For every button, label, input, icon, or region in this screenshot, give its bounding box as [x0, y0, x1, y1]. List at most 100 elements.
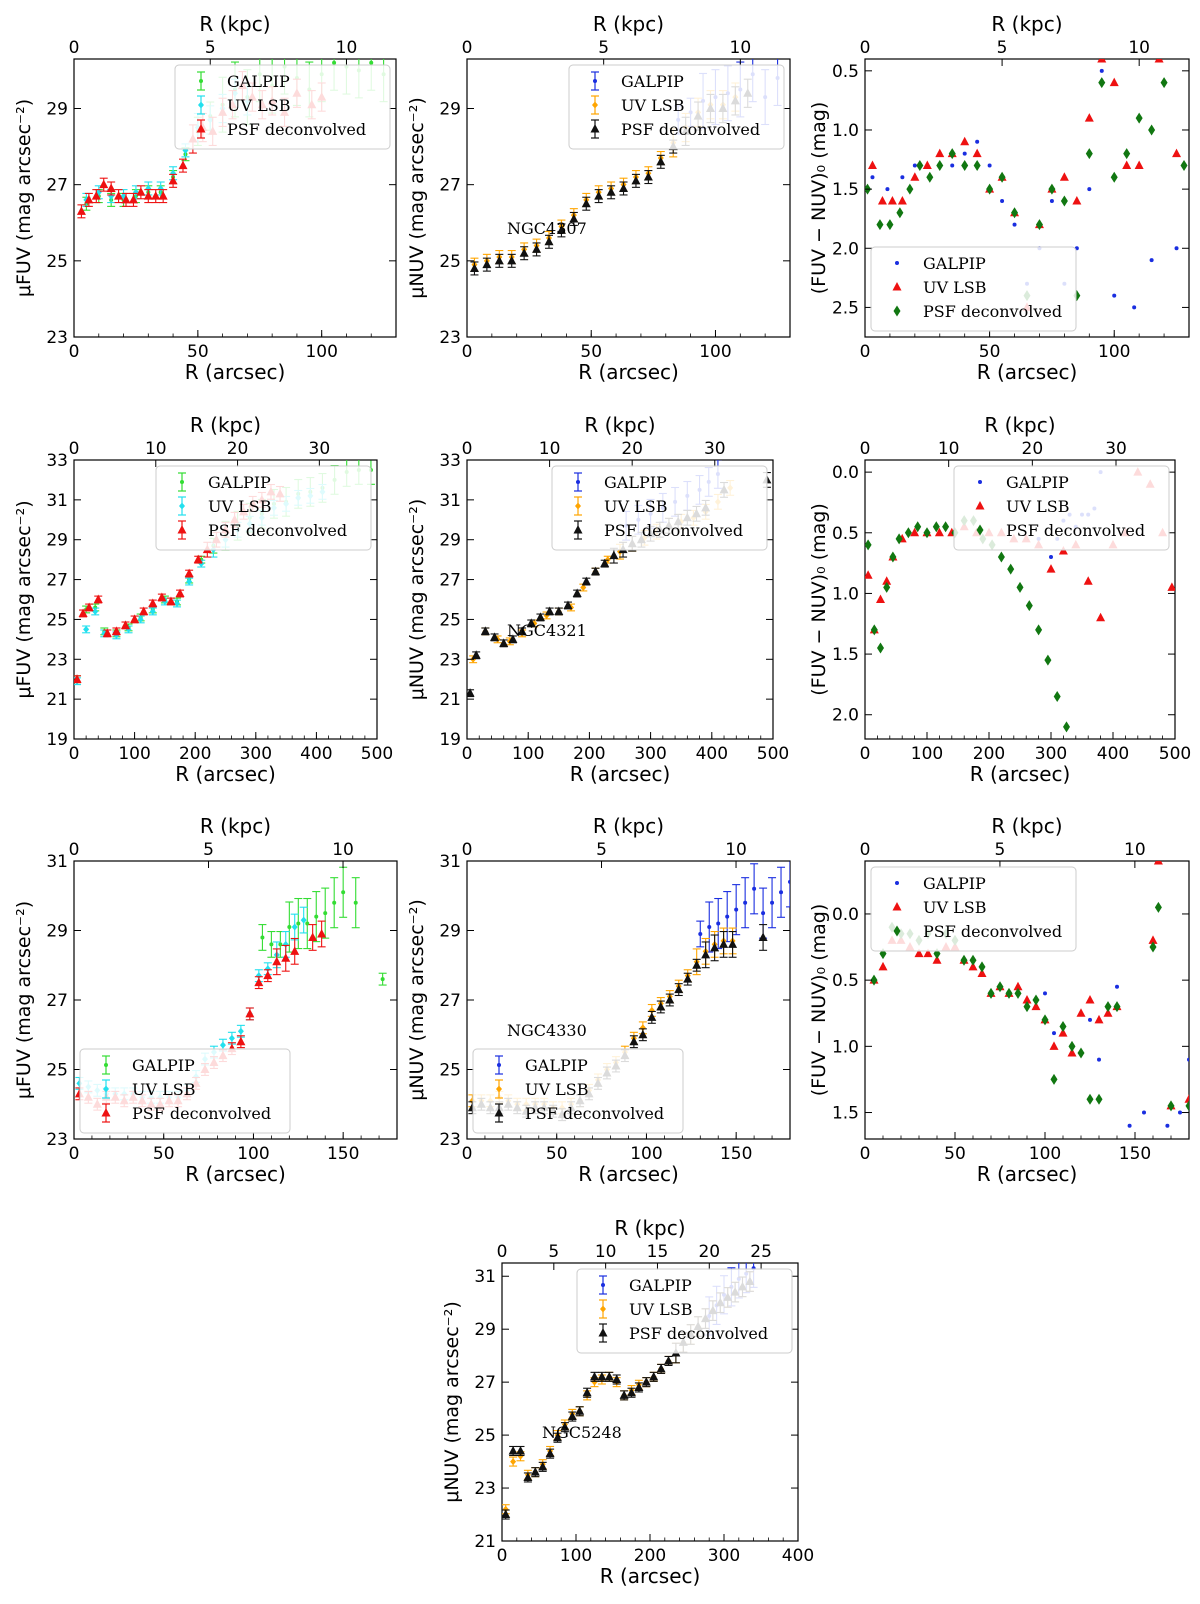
data-point-uvlsb_nuv — [591, 1378, 598, 1386]
data-point-color_uvlsb — [1154, 59, 1164, 63]
kpc-tick-label: 5 — [995, 840, 1006, 860]
panel-n4307_col: 0 50 100 0 5 10 0.5 1.0 1.5 2.0 2.5 R (arcsec) R (kp… — [808, 12, 1190, 384]
data-point-galpip_nuv — [770, 900, 775, 905]
kpc-tick-label: 0 — [860, 439, 871, 459]
data-point-psf_nuv — [480, 626, 490, 635]
data-point-color_galpip — [950, 163, 955, 168]
data-point-psf_fuv — [84, 194, 94, 204]
data-point-color_galpip — [1097, 1057, 1101, 1062]
data-point-color_uvlsb — [1046, 564, 1056, 573]
data-point-psf_nuv — [728, 939, 738, 948]
legend-marker-color_galpip — [895, 881, 899, 885]
x-tick-label: 150 — [1119, 1144, 1151, 1164]
data-point-color_psf — [926, 171, 934, 183]
y-tick-label: 29 — [474, 1320, 496, 1340]
y-tick-label: 29 — [46, 100, 68, 120]
panel-n4330_fuv: 0 50 100 150 0 5 10 23 25 27 29 31 R (arcsec) R (kpc)… — [13, 814, 398, 1186]
x-axis-label: R (arcsec) — [175, 762, 276, 786]
x-tick-label: 500 — [1159, 744, 1191, 764]
data-point-uvlsb_nuv — [517, 1452, 524, 1460]
data-point-color_galpip — [1000, 198, 1005, 203]
y-tick-label: 27 — [439, 991, 461, 1011]
data-point-color_uvlsb — [1096, 612, 1106, 622]
legend-marker-uvlsb_fuv — [103, 1085, 109, 1093]
data-point-color_psf — [1007, 563, 1015, 575]
legend-marker-uvlsb_nuv — [575, 502, 581, 510]
legend-marker-color_psf — [976, 524, 984, 536]
legend-label: PSF deconvolved — [629, 1324, 768, 1343]
data-point-color_psf — [1135, 112, 1143, 124]
data-point-galpip_nuv — [707, 925, 712, 930]
y-axis-label: μFUV (mag arcsec⁻²) — [13, 99, 35, 297]
data-point-psf_nuv — [581, 576, 591, 586]
x-tick-label: 0 — [69, 342, 80, 362]
kpc-tick-label: 0 — [462, 38, 473, 58]
data-point-color_psf — [960, 954, 968, 966]
data-point-psf_fuv — [158, 191, 168, 200]
y-tick-label: 31 — [46, 852, 68, 872]
data-point-color_psf — [998, 171, 1006, 183]
data-point-psf_fuv — [93, 594, 103, 603]
legend-label: PSF deconvolved — [604, 521, 743, 540]
data-point-color_uvlsb — [1172, 148, 1182, 158]
data-point-color_psf — [1032, 994, 1040, 1006]
data-point-color_psf — [1060, 195, 1068, 207]
kpc-tick-label: 5 — [548, 1242, 559, 1262]
y-tick-label: 23 — [439, 650, 461, 670]
legend-label: PSF deconvolved — [208, 521, 347, 540]
data-point-uvlsb_fuv — [264, 965, 271, 973]
data-point-psf_fuv — [263, 970, 273, 980]
data-point-color_uvlsb — [1122, 160, 1132, 169]
data-point-galpip_fuv — [332, 60, 337, 65]
legend-label: PSF deconvolved — [923, 922, 1062, 941]
data-point-galpip_fuv — [269, 942, 274, 947]
data-point-color_uvlsb — [882, 576, 892, 585]
legend-label: GALPIP — [923, 874, 986, 893]
y-tick-label: 1.5 — [832, 180, 859, 200]
panel-n4307_fuv: 0 50 100 0 5 10 23 25 27 29 R (arcsec) R (kpc) μFUV … — [13, 12, 397, 384]
data-point-psf_nuv — [471, 650, 481, 659]
y-tick-label: 31 — [439, 852, 461, 872]
data-point-psf_fuv — [121, 620, 131, 629]
data-point-color_psf — [1098, 77, 1106, 89]
data-point-color_uvlsb — [977, 968, 987, 978]
data-point-color_psf — [865, 539, 872, 551]
data-point-uvlsb_fuv — [83, 625, 90, 633]
data-point-psf_fuv — [76, 206, 86, 215]
data-point-color_uvlsb — [1059, 172, 1069, 181]
data-point-color_galpip — [1165, 1123, 1170, 1128]
kpc-tick-label: 5 — [997, 38, 1008, 58]
data-point-uvlsb_nuv — [580, 584, 587, 592]
data-point-psf_nuv — [554, 606, 564, 615]
y-tick-label: 29 — [439, 922, 461, 942]
legend-marker-galpip_nuv — [497, 1063, 501, 1067]
plot-frame — [73, 58, 397, 338]
kpc-tick-label: 0 — [69, 38, 80, 58]
data-point-color_uvlsb — [876, 594, 885, 603]
legend-marker-psf_nuv — [598, 1328, 608, 1337]
data-point-psf_fuv — [114, 191, 124, 200]
data-point-color_uvlsb — [867, 160, 877, 169]
panel-n4307_nuv: 0 50 100 0 5 10 23 25 27 29 R (arcsec) R (kpc) μNUV … — [406, 12, 791, 384]
data-point-color_galpip — [962, 151, 967, 156]
data-point-psf_fuv — [148, 598, 158, 607]
legend-marker-uvlsb_nuv — [496, 1085, 502, 1093]
y-tick-label: 25 — [439, 610, 461, 630]
legend-marker-psf_fuv — [196, 124, 206, 133]
y-tick-label: 33 — [439, 451, 461, 471]
kpc-tick-label: 30 — [1105, 439, 1127, 459]
x-axis-label: R (arcsec) — [578, 360, 679, 384]
y-tick-label: 2.0 — [832, 239, 859, 259]
data-point-color_psf — [914, 521, 922, 533]
data-point-psf_nuv — [647, 1012, 657, 1021]
kpc-tick-label: 20 — [698, 1242, 720, 1262]
data-point-color_uvlsb — [1167, 582, 1175, 591]
data-point-psf_fuv — [102, 628, 112, 637]
panel-n4330_nuv: 0 50 100 150 0 5 10 23 25 27 29 31 R (arcsec) R (kpc)… — [406, 814, 791, 1186]
data-point-galpip_nuv — [761, 911, 766, 916]
data-point-psf_nuv — [656, 1363, 666, 1373]
data-point-color_psf — [1063, 721, 1070, 733]
data-point-psf_nuv — [508, 1445, 518, 1455]
legend-label: GALPIP — [621, 72, 684, 91]
data-point-uvlsb_nuv — [604, 556, 611, 564]
